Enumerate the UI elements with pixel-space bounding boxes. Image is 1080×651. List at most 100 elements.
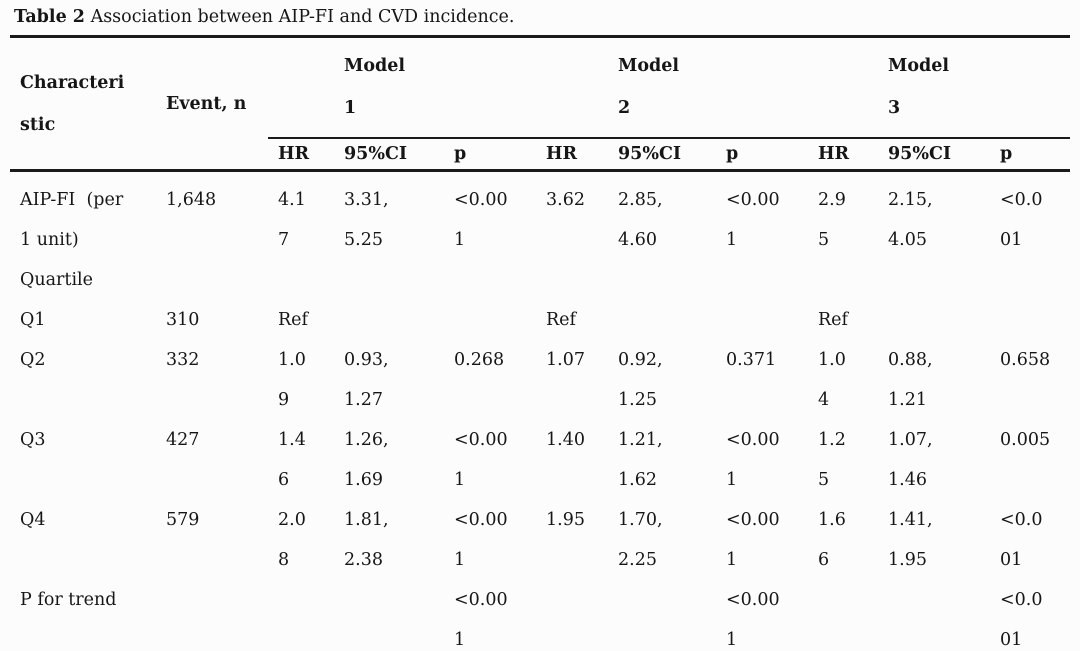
- row-aip-fi: AIP-FI (per 1 unit) 1,648 4.1 7 3.31, 5.…: [10, 171, 1070, 261]
- cell-m2-ci: [608, 580, 716, 651]
- cell-m1-hr: Ref: [278, 310, 309, 330]
- cell-m3-ci: [878, 300, 990, 340]
- col-header-hr-m1: HR: [268, 138, 334, 172]
- cell-m1-hr: [268, 260, 334, 300]
- cell-m3-ci: 2.15, 4.05: [888, 190, 933, 250]
- cell-characteristic: Q4: [20, 510, 46, 530]
- cell-m3-ci: 1.41, 1.95: [888, 510, 933, 570]
- cell-m2-ci: 0.92, 1.25: [618, 350, 663, 410]
- cell-m3-hr: Ref: [818, 310, 849, 330]
- cell-m3-p: 0.005: [1000, 430, 1051, 450]
- cell-event-n: 332: [166, 350, 200, 370]
- cell-characteristic: Q2: [20, 350, 46, 370]
- cell-m2-ci: 1.70, 2.25: [618, 510, 663, 570]
- cell-characteristic: Quartile: [20, 270, 93, 290]
- cell-m3-ci: 1.07, 1.46: [888, 430, 933, 490]
- cell-m1-ci: 1.81, 2.38: [344, 510, 389, 570]
- cell-m3-ci: [878, 260, 990, 300]
- cell-m2-hr: 1.40: [546, 430, 585, 450]
- cell-m1-hr: 4.1 7: [278, 190, 306, 250]
- table-caption-text: Association between AIP-FI and CVD incid…: [90, 7, 515, 27]
- cell-m2-hr: [536, 260, 608, 300]
- row-q2: Q2 332 1.0 9 0.93, 1.27 0.268 1.07 0.92,…: [10, 340, 1070, 420]
- cell-m2-p: <0.00 1: [726, 190, 780, 250]
- cell-m1-ci: 1.26, 1.69: [344, 430, 389, 490]
- cell-m3-hr: 2.9 5: [818, 190, 846, 250]
- cell-m3-p: [990, 260, 1070, 300]
- col-header-ci-m2: 95%CI: [608, 138, 716, 172]
- cell-m2-ci: 2.85, 4.60: [618, 190, 663, 250]
- cell-m1-hr: 1.0 9: [278, 350, 306, 410]
- cell-m1-p: <0.00 1: [454, 190, 508, 250]
- cell-event-n: [156, 260, 268, 300]
- cell-characteristic: Q1: [20, 310, 46, 330]
- cell-m2-p: [716, 260, 808, 300]
- cell-m1-p: [444, 300, 536, 340]
- cell-event-n: 1,648: [166, 190, 217, 210]
- cell-m3-hr: 1.6 6: [818, 510, 846, 570]
- table-caption: Table 2 Association between AIP-FI and C…: [0, 0, 1080, 29]
- col-header-p-m1: p: [444, 138, 536, 172]
- col-header-model-2: Model 2: [536, 36, 808, 139]
- col-header-ci-m1: 95%CI: [334, 138, 444, 172]
- cell-m3-p: <0.0 01: [1000, 590, 1043, 650]
- cell-m2-p: <0.00 1: [726, 510, 780, 570]
- col-header-ci-m3: 95%CI: [878, 138, 990, 172]
- col-header-p-m2: p: [716, 138, 808, 172]
- col-header-p-m3: p: [990, 138, 1071, 172]
- cell-m3-p: 0.658: [1000, 350, 1051, 370]
- cell-m2-hr: [536, 580, 608, 651]
- cell-m2-p: <0.00 1: [726, 590, 780, 650]
- cell-m3-hr: [808, 260, 878, 300]
- cell-m3-hr: 1.2 5: [818, 430, 846, 490]
- row-quartile: Quartile: [10, 260, 1070, 300]
- cell-characteristic: AIP-FI (per 1 unit): [20, 190, 124, 250]
- cell-characteristic: P for trend: [20, 590, 117, 610]
- cell-m1-ci: [334, 260, 444, 300]
- col-header-hr-m2: HR: [536, 138, 608, 172]
- cell-m1-p: [444, 260, 536, 300]
- cell-m2-p: [716, 300, 808, 340]
- cell-m2-p: 0.371: [726, 350, 777, 370]
- row-q1: Q1 310 Ref Ref Ref: [10, 300, 1070, 340]
- cell-m3-p: <0.0 01: [1000, 190, 1043, 250]
- cell-m2-p: <0.00 1: [726, 430, 780, 490]
- cell-m3-p: <0.0 01: [1000, 510, 1043, 570]
- cell-m1-ci: [334, 580, 444, 651]
- cell-m2-hr: Ref: [546, 310, 577, 330]
- cell-m1-ci: 3.31, 5.25: [344, 190, 389, 250]
- cell-m1-hr: 2.0 8: [278, 510, 306, 570]
- cell-m3-hr: 1.0 4: [818, 350, 846, 410]
- row-q3: Q3 427 1.4 6 1.26, 1.69 <0.00 1 1.40 1.2…: [10, 420, 1070, 500]
- col-header-event-n: Event, n: [156, 36, 268, 172]
- cell-m3-ci: [878, 580, 990, 651]
- cell-m1-ci: [334, 300, 444, 340]
- col-header-characteristic: Characteri stic: [10, 36, 156, 172]
- cell-m3-hr: [808, 580, 878, 651]
- cell-m3-ci: 0.88, 1.21: [888, 350, 933, 410]
- row-p-for-trend: P for trend <0.00 1 <0.00 1 <0.0 01: [10, 580, 1070, 651]
- cell-m1-p: 0.268: [454, 350, 505, 370]
- association-table: Characteri stic Event, n Model 1 Model 2…: [10, 35, 1071, 651]
- cell-m2-hr: 3.62: [546, 190, 585, 210]
- cell-event-n: [156, 580, 268, 651]
- cell-event-n: 427: [166, 430, 200, 450]
- cell-characteristic: Q3: [20, 430, 46, 450]
- cell-m1-p: <0.00 1: [454, 430, 508, 490]
- cell-m1-hr: 1.4 6: [278, 430, 306, 490]
- cell-m1-p: <0.00 1: [454, 510, 508, 570]
- row-q4: Q4 579 2.0 8 1.81, 2.38 <0.00 1 1.95 1.7…: [10, 500, 1070, 580]
- cell-m3-p: [990, 300, 1070, 340]
- cell-m1-p: <0.00 1: [454, 590, 508, 650]
- cell-event-n: 579: [166, 510, 200, 530]
- cell-event-n: 310: [166, 310, 200, 330]
- cell-m1-ci: 0.93, 1.27: [344, 350, 389, 410]
- col-header-model-1: Model 1: [268, 36, 536, 139]
- cell-m2-hr: 1.07: [546, 350, 585, 370]
- header-row-stats: HR 95%CI p HR 95%CI p HR 95%CI p: [10, 138, 1071, 172]
- cell-m2-hr: 1.95: [546, 510, 585, 530]
- cell-m2-ci: [608, 300, 716, 340]
- col-header-model-3: Model 3: [808, 36, 1071, 139]
- cell-m2-ci: 1.21, 1.62: [618, 430, 663, 490]
